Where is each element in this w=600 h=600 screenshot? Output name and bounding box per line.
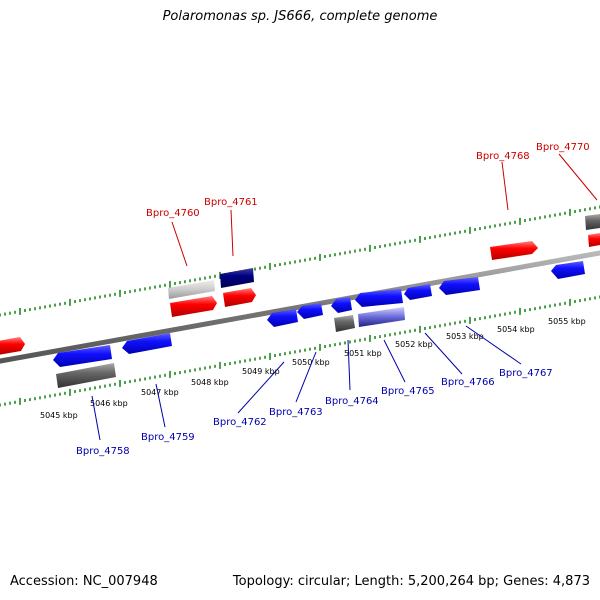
label-bpro-4765[interactable]: Bpro_4765 xyxy=(381,386,435,397)
scale-label-5054: 5054 kbp xyxy=(497,325,535,334)
gene-red-left[interactable] xyxy=(0,337,25,355)
leader-bpro-4758 xyxy=(91,395,101,441)
gene-bpro-4759[interactable] xyxy=(122,333,172,354)
label-bpro-4762[interactable]: Bpro_4762 xyxy=(213,417,267,428)
leader-bpro-4766 xyxy=(424,332,463,375)
leader-bpro-4767 xyxy=(465,325,522,365)
gene-striped[interactable] xyxy=(358,307,405,327)
gene-bpro-4764[interactable] xyxy=(331,297,352,313)
label-bpro-4759[interactable]: Bpro_4759 xyxy=(141,432,195,443)
label-leaders xyxy=(91,153,598,441)
scale-labels: 5045 kbp 5046 kbp 5047 kbp 5048 kbp 5049… xyxy=(40,317,586,420)
gene-bpro-4761[interactable] xyxy=(223,288,256,307)
forward-strand-genes xyxy=(0,214,600,355)
reverse-strand-genes xyxy=(53,261,585,388)
gene-light-1[interactable] xyxy=(168,280,215,299)
gene-dark-1[interactable] xyxy=(220,268,254,288)
scale-label-5046: 5046 kbp xyxy=(90,399,128,408)
scale-label-5047: 5047 kbp xyxy=(141,388,179,397)
gene-labels-bottom: Bpro_4758 Bpro_4759 Bpro_4762 Bpro_4763 … xyxy=(76,368,553,457)
gene-gray-right[interactable] xyxy=(585,214,600,230)
label-bpro-4770[interactable]: Bpro_4770 xyxy=(536,142,590,153)
leader-bpro-4764 xyxy=(347,339,351,391)
gene-bpro-4760[interactable] xyxy=(170,296,217,317)
scale-ticks-top xyxy=(0,205,600,317)
leader-bpro-4770 xyxy=(558,153,598,201)
gene-bpro-4768[interactable] xyxy=(490,241,538,260)
gene-gray-1[interactable] xyxy=(56,363,116,388)
leader-bpro-4761 xyxy=(230,209,234,257)
genome-summary: Topology: circular; Length: 5,200,264 bp… xyxy=(232,574,590,589)
scale-label-5045: 5045 kbp xyxy=(40,411,78,420)
scale-label-5048: 5048 kbp xyxy=(191,378,229,387)
map-title: Polaromonas sp. JS666, complete genome xyxy=(162,9,438,24)
label-bpro-4768[interactable]: Bpro_4768 xyxy=(476,151,530,162)
leader-bpro-4759 xyxy=(155,383,166,428)
label-bpro-4758[interactable]: Bpro_4758 xyxy=(76,446,130,457)
gene-bpro-4767[interactable] xyxy=(439,277,480,295)
gene-bpro-4763[interactable] xyxy=(297,303,323,319)
gene-bpro-4762[interactable] xyxy=(267,309,298,327)
gene-blue-right[interactable] xyxy=(551,261,585,279)
label-bpro-4766[interactable]: Bpro_4766 xyxy=(441,377,495,388)
leader-bpro-4762 xyxy=(237,361,285,414)
label-bpro-4767[interactable]: Bpro_4767 xyxy=(499,368,553,379)
scale-label-5049: 5049 kbp xyxy=(242,367,280,376)
label-bpro-4760[interactable]: Bpro_4760 xyxy=(146,208,200,219)
label-bpro-4764[interactable]: Bpro_4764 xyxy=(325,396,379,407)
leader-bpro-4765 xyxy=(383,339,406,383)
accession-text: Accession: NC_007948 xyxy=(10,574,158,589)
scale-label-5052: 5052 kbp xyxy=(395,340,433,349)
label-bpro-4761[interactable]: Bpro_4761 xyxy=(204,197,258,208)
gene-bpro-4770[interactable] xyxy=(588,233,600,247)
genome-backbone xyxy=(0,250,600,364)
leader-bpro-4768 xyxy=(501,161,509,211)
gene-bpro-4766[interactable] xyxy=(404,284,432,300)
label-bpro-4763[interactable]: Bpro_4763 xyxy=(269,407,323,418)
scale-label-5055: 5055 kbp xyxy=(548,317,586,326)
gene-bpro-4765[interactable] xyxy=(355,289,403,307)
scale-ticks-bottom xyxy=(0,295,600,407)
leader-bpro-4760 xyxy=(171,221,188,267)
scale-label-5053: 5053 kbp xyxy=(446,332,484,341)
scale-label-5050: 5050 kbp xyxy=(292,358,330,367)
gene-bpro-4758[interactable] xyxy=(53,345,112,367)
leader-bpro-4763 xyxy=(295,351,317,403)
gene-gray-2[interactable] xyxy=(334,315,355,332)
scale-label-5051: 5051 kbp xyxy=(344,349,382,358)
gene-labels-top: Bpro_4760 Bpro_4761 Bpro_4768 Bpro_4770 xyxy=(146,142,590,219)
